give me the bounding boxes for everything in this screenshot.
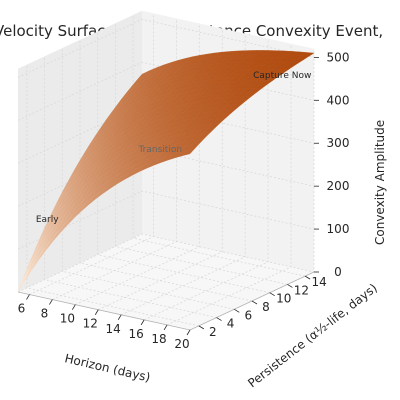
z-tick-label: 200 bbox=[327, 179, 350, 193]
surface-annotations: Capture Now Transition Early bbox=[36, 71, 312, 225]
x-tick-label: 12 bbox=[83, 317, 98, 331]
z-tick-label: 0 bbox=[334, 265, 342, 279]
y-tick-mark bbox=[304, 275, 311, 280]
y-tick-label: 8 bbox=[262, 300, 270, 314]
x-tick-mark bbox=[117, 314, 122, 321]
y-tick-label: 10 bbox=[276, 292, 291, 306]
x-axis-label: Horizon (days) bbox=[63, 351, 151, 384]
annotation-label: Capture Now bbox=[253, 71, 311, 81]
x-tick-mark bbox=[26, 294, 30, 300]
z-tick-label: 400 bbox=[327, 93, 350, 107]
y-tick-mark bbox=[269, 292, 275, 297]
x-tick-mark bbox=[140, 319, 145, 326]
z-tick-label: 100 bbox=[327, 222, 350, 236]
y-tick-mark bbox=[287, 284, 293, 288]
grid-line-y bbox=[115, 23, 288, 285]
surface-patch bbox=[182, 147, 196, 156]
x-tick-mark bbox=[49, 299, 53, 305]
grid-line-x bbox=[121, 33, 246, 316]
surface-mesh bbox=[17, 50, 315, 293]
z-tick-label: 500 bbox=[327, 50, 350, 64]
x-tick-mark bbox=[94, 309, 99, 315]
y-tick-mark bbox=[198, 325, 205, 330]
y-tick-label: 14 bbox=[312, 275, 327, 289]
grid-line-y bbox=[97, 31, 270, 294]
x-tick-mark bbox=[163, 324, 168, 331]
grid-line-x bbox=[143, 38, 269, 321]
x-tick-label: 16 bbox=[128, 327, 143, 341]
y-tick-mark bbox=[234, 308, 240, 313]
z-tick-label: 300 bbox=[327, 136, 350, 150]
x-tick-label: 6 bbox=[18, 302, 26, 316]
z-axis-label: Convexity Amplitude bbox=[373, 120, 387, 245]
annotation-label: Transition bbox=[138, 145, 183, 155]
grid-line-z bbox=[17, 18, 315, 78]
y-tick-label: 12 bbox=[294, 283, 309, 297]
y-tick-mark bbox=[251, 300, 258, 305]
y-tick-label: 6 bbox=[244, 308, 252, 322]
x-tick-mark bbox=[71, 304, 76, 310]
y-tick-label: 4 bbox=[227, 317, 235, 331]
y-tick-label: 2 bbox=[209, 325, 217, 339]
x-tick-label: 14 bbox=[106, 322, 121, 336]
x-tick-label: 20 bbox=[174, 337, 189, 351]
x-tick-label: 10 bbox=[60, 312, 75, 326]
y-tick-mark bbox=[216, 317, 222, 321]
x-tick-label: 18 bbox=[151, 332, 166, 346]
grid-line-z bbox=[17, 233, 315, 293]
x-tick-label: 8 bbox=[41, 307, 49, 321]
y-axis-label: Persistence (α½-life, days) bbox=[245, 281, 380, 390]
grid-line-z bbox=[17, 61, 315, 121]
annotation-label: Early bbox=[36, 215, 59, 225]
x-tick-mark bbox=[186, 329, 191, 336]
